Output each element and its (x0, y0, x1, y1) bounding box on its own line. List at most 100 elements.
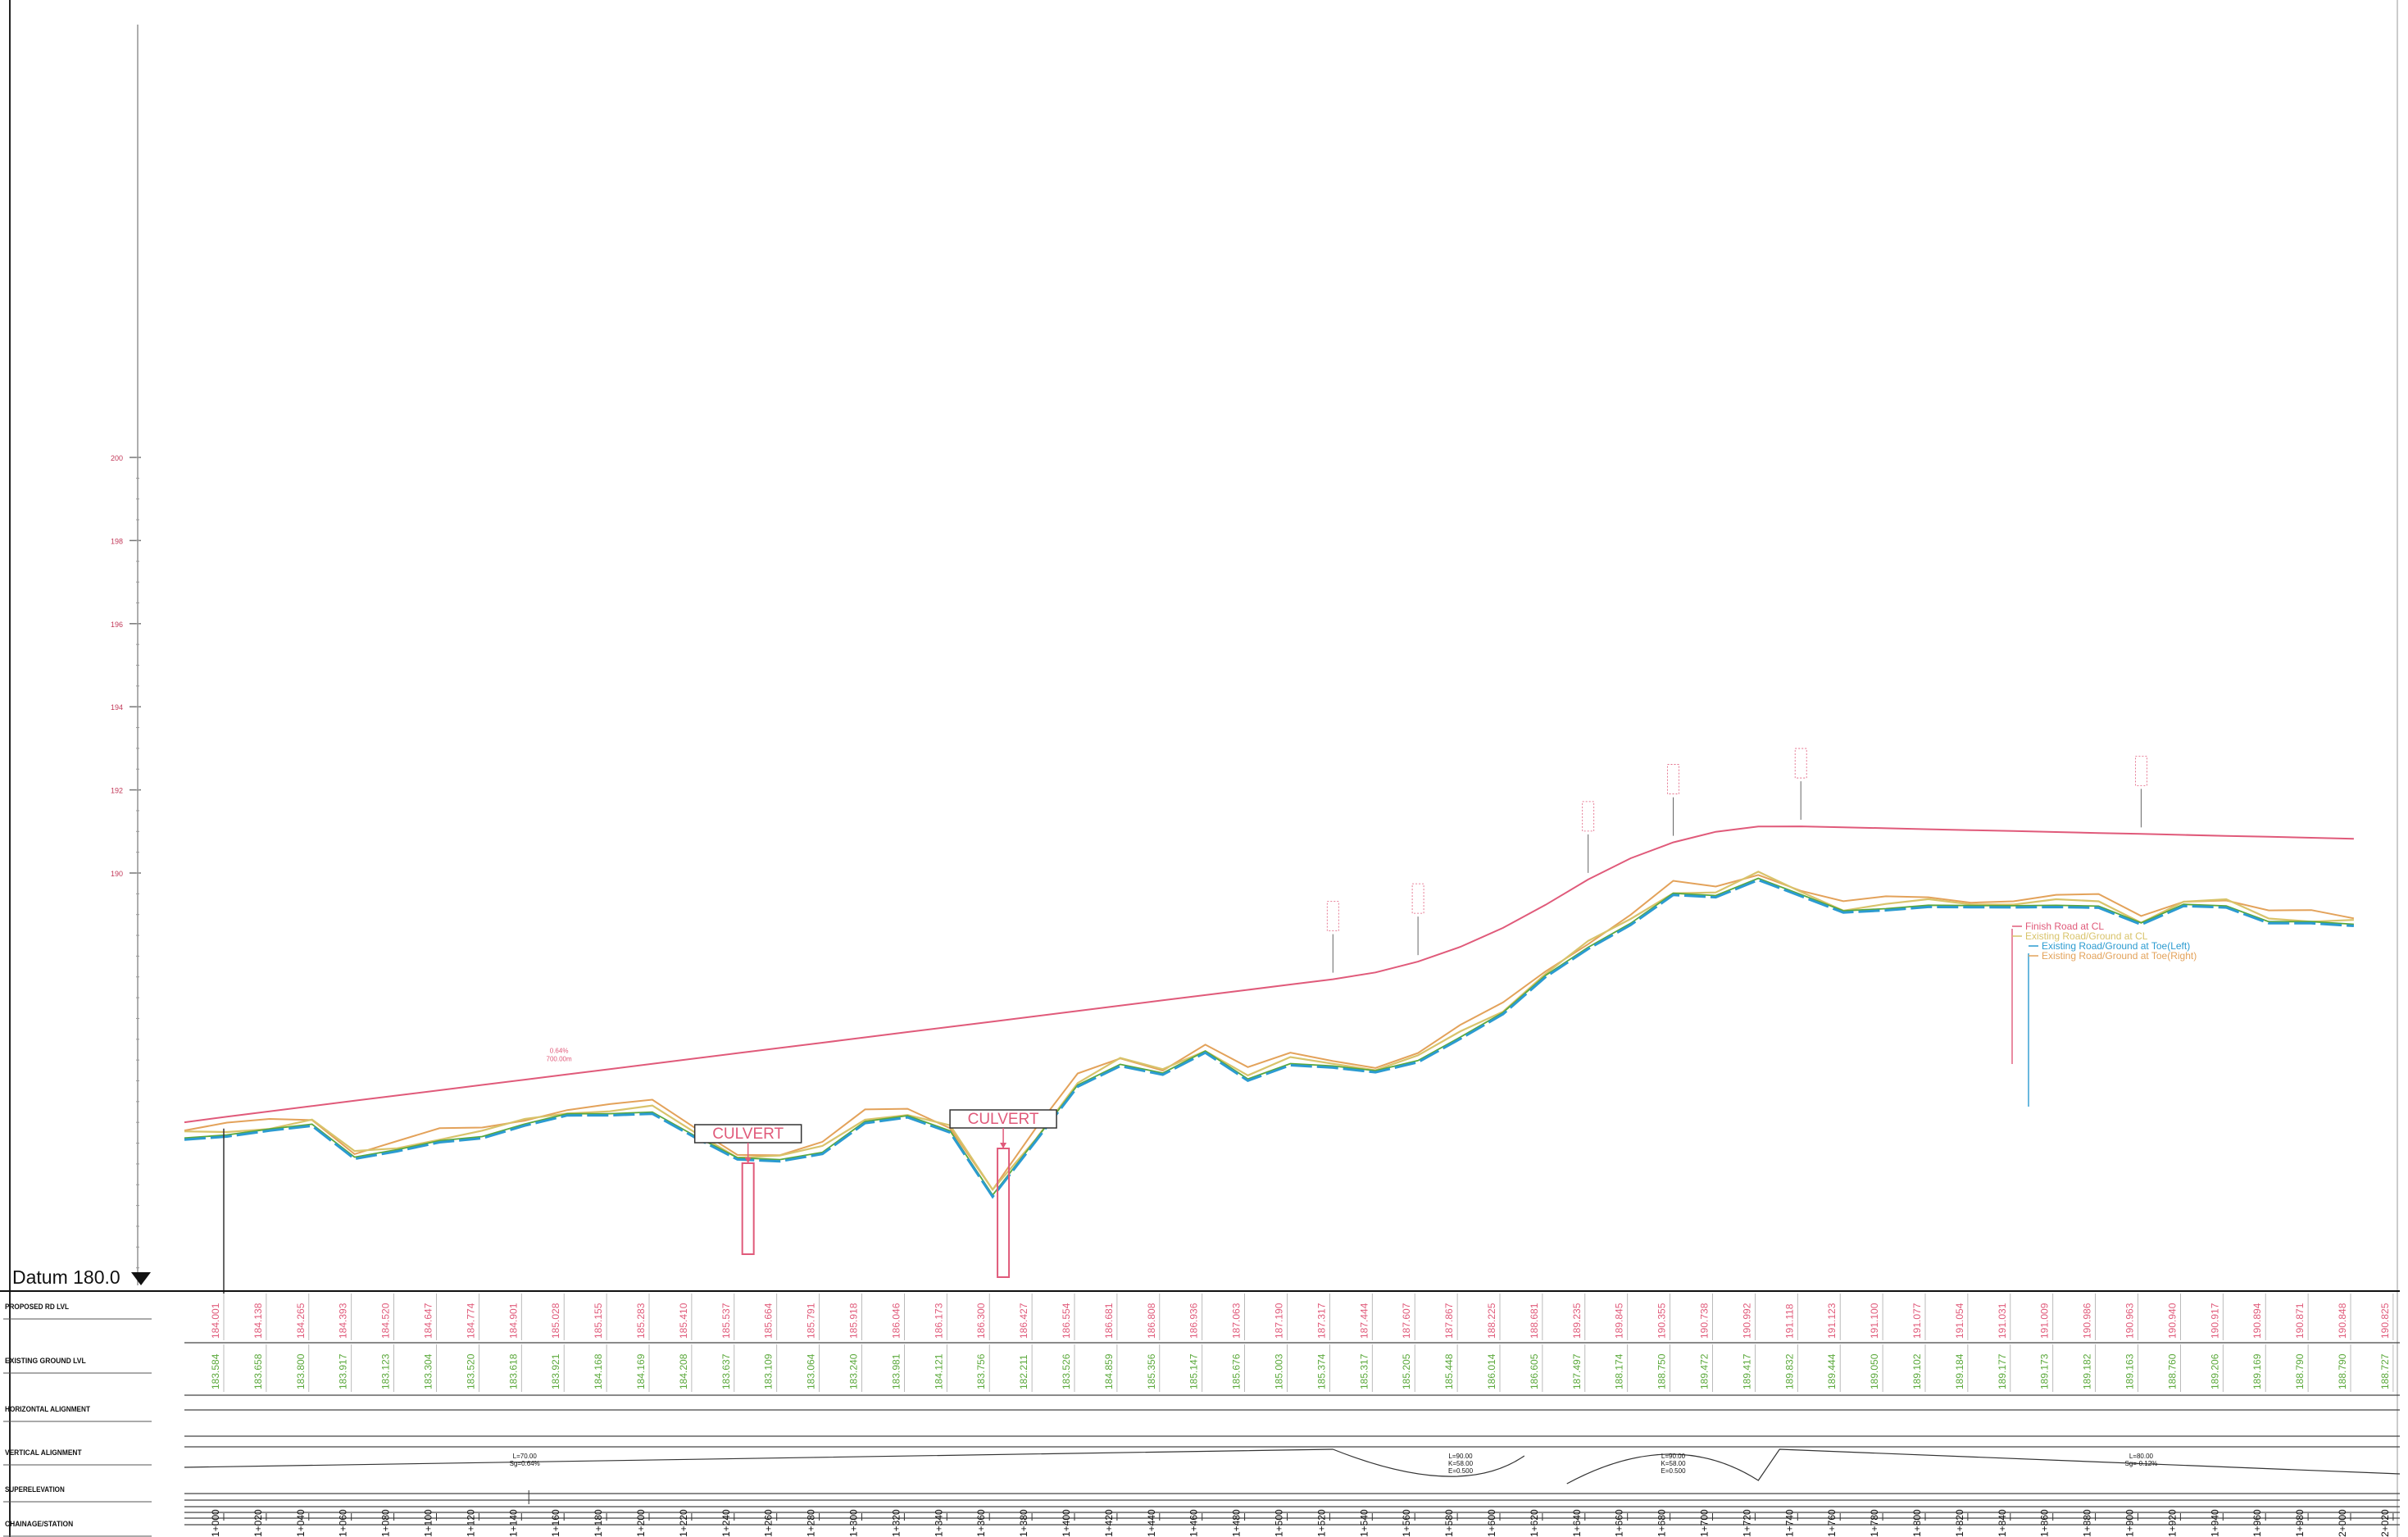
existing-level-value: 189.832 (1783, 1353, 1795, 1389)
proposed-level-value: 190.848 (2337, 1303, 2348, 1339)
vertical-alignment-note: Sg=-0.12% (2124, 1460, 2157, 1467)
existing-level-value: 189.102 (1911, 1353, 1923, 1389)
existing-level-value: 183.109 (763, 1353, 775, 1389)
culvert-arrow-icon (1000, 1143, 1007, 1148)
chainage-label: 1+780 (1869, 1509, 1880, 1537)
pvi-note-mark (2134, 755, 2147, 786)
table-row-label: CHAINAGE/STATION (5, 1520, 73, 1528)
existing-level-value: 183.526 (1061, 1353, 1072, 1389)
vertical-alignment-note: Sg=0.64% (510, 1460, 540, 1467)
chainage-label: 1+420 (1103, 1509, 1115, 1537)
proposed-level-value: 184.001 (210, 1303, 221, 1339)
culvert-label: CULVERT (712, 1125, 784, 1143)
existing-level-value: 184.208 (678, 1353, 689, 1389)
table-row-label: HORIZONTAL ALIGNMENT (5, 1405, 90, 1413)
pvi-note-mark (1411, 883, 1424, 914)
chainage-label: 1+360 (975, 1509, 987, 1537)
existing-level-value: 183.800 (295, 1353, 307, 1389)
existing-level-value: 186.605 (1529, 1353, 1540, 1389)
existing-level-value: 189.444 (1826, 1353, 1838, 1389)
existing-level-value: 189.169 (2251, 1353, 2263, 1389)
chainage-label: 1+160 (550, 1509, 561, 1537)
existing-level-value: 189.206 (2209, 1353, 2220, 1389)
chainage-label: 1+040 (295, 1509, 307, 1537)
chainage-label: 1+380 (1018, 1509, 1029, 1537)
proposed-level-value: 189.845 (1614, 1303, 1625, 1339)
pvi-note-mark (1794, 748, 1807, 779)
pvi-note-mark (1582, 801, 1595, 832)
existing-level-value: 188.174 (1614, 1353, 1625, 1389)
proposed-level-value: 185.028 (550, 1303, 561, 1339)
proposed-level-value: 190.825 (2379, 1303, 2391, 1339)
chainage-label: 1+300 (848, 1509, 860, 1537)
proposed-level-value: 187.063 (1231, 1303, 1243, 1339)
pvi-note-mark (1326, 901, 1339, 931)
proposed-level-value: 184.393 (338, 1303, 349, 1339)
existing-level-value: 183.618 (507, 1353, 519, 1389)
existing-level-value: 184.859 (1103, 1353, 1115, 1389)
chainage-label: 1+000 (210, 1509, 221, 1537)
chainage-label: 1+660 (1614, 1509, 1625, 1537)
proposed-level-value: 190.992 (1741, 1303, 1752, 1339)
pvi-note-mark (1667, 764, 1679, 794)
proposed-level-value: 191.118 (1783, 1303, 1795, 1339)
table-row-label: SUPERELEVATION (5, 1485, 65, 1494)
existing-level-value: 185.147 (1188, 1353, 1200, 1389)
chainage-label: 1+220 (678, 1509, 689, 1537)
existing-toe-left-line (184, 878, 2354, 1199)
existing-level-value: 189.182 (2082, 1353, 2093, 1389)
chainage-label: 1+460 (1188, 1509, 1200, 1537)
vertical-alignment-note: E=0.500 (1661, 1467, 1686, 1475)
vertical-alignment-note: L=80.00 (2129, 1453, 2154, 1460)
legend-entry: Existing Road/Ground at CL (2025, 930, 2148, 942)
chainage-label: 1+020 (252, 1509, 264, 1537)
proposed-level-value: 186.300 (975, 1303, 987, 1339)
table-row-label: EXISTING GROUND LVL (5, 1357, 86, 1365)
existing-level-value: 189.417 (1741, 1353, 1752, 1389)
proposed-level-value: 188.681 (1529, 1303, 1540, 1339)
chainage-label: 1+140 (507, 1509, 519, 1537)
existing-level-value: 184.121 (933, 1353, 944, 1389)
vertical-alignment-curve (184, 1448, 1525, 1477)
vertical-scale: 200 198 196 194 192 190 (111, 25, 141, 1285)
existing-cl-line (184, 871, 2354, 1192)
proposed-level-value: 190.917 (2209, 1303, 2220, 1339)
proposed-level-value: 187.317 (1315, 1303, 1327, 1339)
chainage-label: 1+620 (1529, 1509, 1540, 1537)
chainage-label: 1+800 (1911, 1509, 1923, 1537)
proposed-level-value: 190.871 (2294, 1303, 2306, 1339)
grade-note-text: 0.64% (550, 1048, 569, 1055)
existing-level-value: 185.205 (1401, 1353, 1412, 1389)
proposed-level-value: 185.155 (593, 1303, 604, 1339)
chainage-label: 1+560 (1401, 1509, 1412, 1537)
chainage-label: 1+100 (423, 1509, 434, 1537)
chainage-label: 1+700 (1699, 1509, 1711, 1537)
existing-level-value: 189.472 (1699, 1353, 1711, 1389)
existing-level-value: 189.163 (2124, 1353, 2136, 1389)
existing-level-value: 183.240 (848, 1353, 860, 1389)
existing-level-value: 183.520 (465, 1353, 476, 1389)
proposed-level-value: 186.173 (933, 1303, 944, 1339)
legend-entry: Existing Road/Ground at Toe(Right) (2042, 950, 2197, 962)
culvert-structure (741, 1162, 755, 1255)
y-axis-tick-label: 194 (111, 703, 123, 712)
chainage-label: 1+280 (806, 1509, 817, 1537)
legend-entry: Existing Road/Ground at Toe(Left) (2042, 940, 2190, 952)
chainage-label: 1+580 (1443, 1509, 1455, 1537)
existing-level-value: 183.981 (890, 1353, 902, 1389)
pvi-annotations: 0.64%700.00m (547, 748, 2147, 1063)
proposed-level-value: 186.681 (1103, 1303, 1115, 1339)
chainage-label: 1+540 (1358, 1509, 1370, 1537)
grade-note-text: 700.00m (547, 1056, 572, 1063)
chainage-label: 1+260 (763, 1509, 775, 1537)
chainage-label: 1+760 (1826, 1509, 1838, 1537)
existing-level-value: 183.756 (975, 1353, 987, 1389)
chainage-label: 1+120 (465, 1509, 476, 1537)
existing-level-value: 188.790 (2337, 1353, 2348, 1389)
chainage-label: 1+840 (1997, 1509, 2008, 1537)
existing-level-value: 183.637 (720, 1353, 732, 1389)
y-axis-tick-label: 192 (111, 787, 123, 795)
existing-level-value: 189.050 (1869, 1353, 1880, 1389)
existing-level-value: 185.317 (1358, 1353, 1370, 1389)
existing-level-value: 183.123 (380, 1353, 392, 1389)
